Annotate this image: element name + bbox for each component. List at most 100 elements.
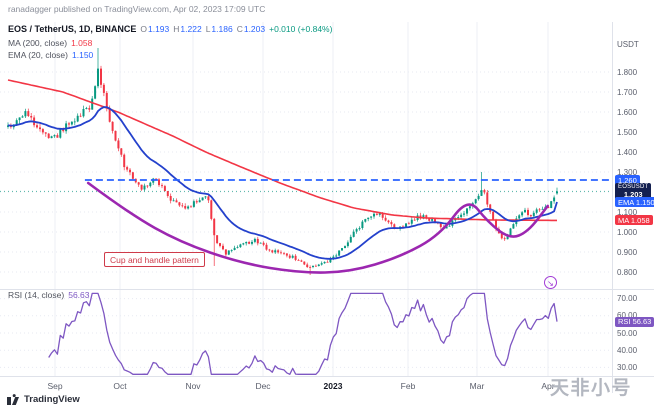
candle-body xyxy=(79,115,82,117)
candle-body xyxy=(367,217,370,220)
rsi-line xyxy=(48,292,558,375)
high-value: 1.222 xyxy=(180,24,202,34)
tradingview-brand[interactable]: TradingView xyxy=(7,394,80,405)
candle-body xyxy=(445,226,448,229)
price-tick-label: 1.500 xyxy=(617,127,638,137)
candle-body xyxy=(88,108,91,110)
candle-body xyxy=(358,228,361,230)
candle-body xyxy=(59,129,62,138)
attribution-text[interactable]: ranadagger published on TradingView.com,… xyxy=(8,4,266,14)
candle-body xyxy=(283,252,285,254)
candle-body xyxy=(375,213,378,215)
ema-20-line xyxy=(7,106,558,260)
candle-body xyxy=(538,209,541,211)
candle-body xyxy=(242,243,245,245)
cup-handle-drawing[interactable] xyxy=(86,181,549,274)
candle-body xyxy=(187,206,190,209)
candle-body xyxy=(486,192,489,205)
candle-body xyxy=(233,247,236,250)
candle-body xyxy=(300,260,303,262)
price-tick-label: 1.400 xyxy=(617,147,638,157)
candle-body xyxy=(492,211,495,220)
candle-body xyxy=(15,120,18,125)
rsi-tick-label: 50.00 xyxy=(617,328,638,338)
candle-body xyxy=(335,255,338,257)
candle-body xyxy=(527,209,529,216)
price-tick-label: 1.000 xyxy=(617,227,638,237)
candle-body xyxy=(155,178,158,180)
price-axis[interactable]: USDT 1.800 1.700 1.600 1.500 1.400 1.300 1.100… xyxy=(612,0,654,409)
candle-body xyxy=(161,185,163,187)
price-tick-label: 1.600 xyxy=(617,107,638,117)
candle-body xyxy=(393,224,396,229)
candle-body xyxy=(317,264,320,266)
candle-body xyxy=(265,244,268,250)
candle-body xyxy=(120,148,123,155)
candle-body xyxy=(271,250,274,253)
candle-body xyxy=(30,116,33,118)
candle-body xyxy=(294,255,297,260)
ma-label: MA (200, close) xyxy=(8,37,68,48)
candle-body xyxy=(280,252,282,254)
candle-body xyxy=(24,111,27,117)
candle-body xyxy=(50,136,53,139)
candle-body xyxy=(370,216,373,218)
candle-body xyxy=(378,213,381,215)
candle-body xyxy=(111,121,114,131)
close-label: C xyxy=(236,24,243,34)
ema-label: EMA (20, close) xyxy=(8,49,68,60)
ma-200-line xyxy=(7,79,557,222)
candle-body xyxy=(320,263,323,265)
candle-body xyxy=(256,238,259,244)
candle-body xyxy=(210,200,213,219)
ema-legend[interactable]: EMA (20, close) 1.150 xyxy=(8,50,93,60)
candle-body xyxy=(460,214,463,218)
candle-body xyxy=(434,219,436,222)
rsi-tick-label: 30.00 xyxy=(617,362,638,372)
rsi-legend[interactable]: RSI (14, close) 56.63 xyxy=(8,290,90,300)
candle-body xyxy=(468,206,471,209)
ma-price-badge: MA 1.058 xyxy=(615,215,653,226)
candle-body xyxy=(100,68,102,85)
candle-body xyxy=(158,179,160,186)
candle-body xyxy=(448,225,451,227)
symbol-legend[interactable]: EOS / TetherUS, 1D, BINANCE O 1.193 H 1.22… xyxy=(8,24,332,34)
candle-body xyxy=(346,242,349,247)
circle-arrow-icon[interactable]: ↘ xyxy=(544,276,557,289)
candle-body xyxy=(68,123,70,125)
candle-body xyxy=(230,250,233,251)
candle-body xyxy=(146,185,149,187)
candle-body xyxy=(512,224,515,229)
candle-body xyxy=(39,127,41,130)
candle-body xyxy=(149,182,152,187)
candle-body xyxy=(312,265,314,267)
candle-body xyxy=(291,255,294,258)
candle-body xyxy=(224,249,227,255)
ma-legend[interactable]: MA (200, close) 1.058 xyxy=(8,38,92,48)
candle-body xyxy=(44,132,47,134)
candle-body xyxy=(344,246,346,249)
candle-body xyxy=(489,204,492,212)
candle-body xyxy=(541,208,544,210)
rsi-tick-label: 40.00 xyxy=(617,345,638,355)
candle-body xyxy=(518,215,521,219)
rsi-badge: RSI 56.63 xyxy=(615,316,654,327)
candle-body xyxy=(274,250,277,253)
candle-body xyxy=(190,206,192,208)
currency-label: USDT xyxy=(617,40,639,49)
candle-body xyxy=(306,264,309,267)
candle-body xyxy=(105,92,108,108)
pattern-annotation[interactable]: Cup and handle pattern xyxy=(104,252,205,267)
candle-body xyxy=(36,125,38,128)
candle-body xyxy=(413,219,416,221)
candle-body xyxy=(251,241,253,244)
candle-body xyxy=(262,242,265,245)
candle-body xyxy=(178,202,181,206)
price-tick-label: 1.700 xyxy=(617,87,638,97)
candle-body xyxy=(129,169,131,173)
candle-body xyxy=(314,265,317,267)
candle-body xyxy=(495,219,497,229)
ema-price-badge: EMA 1.150 xyxy=(615,197,654,207)
candle-body xyxy=(18,117,21,121)
